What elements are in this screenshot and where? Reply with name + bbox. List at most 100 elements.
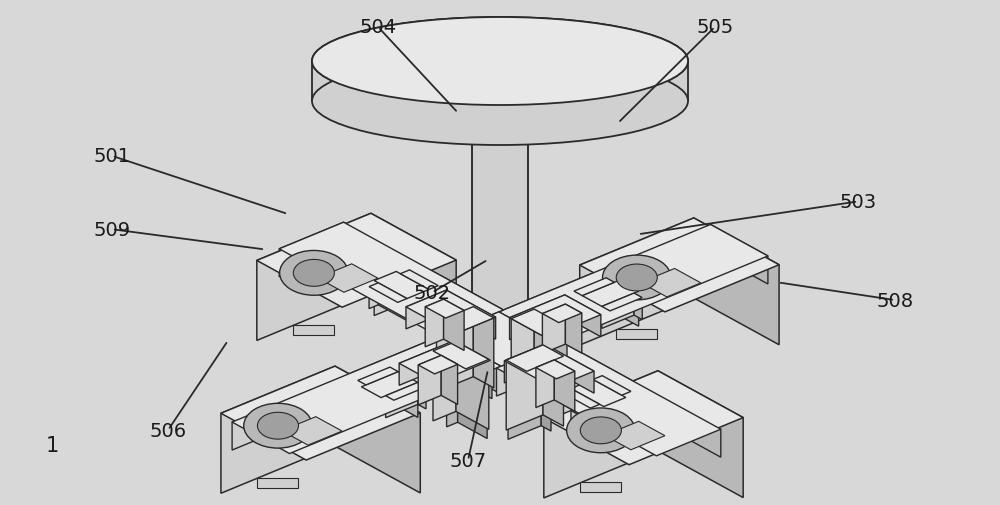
Polygon shape (571, 389, 600, 426)
Polygon shape (221, 367, 335, 493)
Ellipse shape (580, 417, 621, 444)
Polygon shape (565, 295, 601, 337)
Polygon shape (257, 214, 456, 308)
Ellipse shape (257, 413, 298, 439)
Polygon shape (511, 310, 567, 337)
Polygon shape (710, 225, 768, 284)
Polygon shape (534, 310, 567, 397)
Polygon shape (544, 371, 743, 465)
Polygon shape (444, 312, 556, 367)
Polygon shape (361, 372, 398, 422)
Text: 501: 501 (93, 147, 131, 166)
Polygon shape (399, 341, 454, 385)
Polygon shape (361, 372, 418, 398)
Polygon shape (482, 314, 492, 399)
Polygon shape (543, 345, 564, 426)
Polygon shape (542, 305, 582, 323)
Polygon shape (447, 342, 458, 427)
Polygon shape (506, 345, 543, 430)
Ellipse shape (567, 408, 635, 453)
Polygon shape (508, 346, 551, 365)
Polygon shape (593, 376, 602, 401)
Polygon shape (593, 380, 626, 433)
Polygon shape (562, 389, 571, 415)
Ellipse shape (616, 265, 657, 291)
Polygon shape (606, 278, 614, 305)
Text: 508: 508 (876, 291, 914, 310)
Polygon shape (561, 342, 721, 458)
Polygon shape (378, 283, 407, 321)
Polygon shape (574, 278, 606, 314)
Ellipse shape (312, 58, 688, 146)
Polygon shape (454, 341, 490, 383)
Polygon shape (536, 360, 575, 379)
Polygon shape (449, 314, 482, 407)
Polygon shape (582, 281, 639, 307)
Text: 504: 504 (359, 18, 397, 37)
Polygon shape (444, 312, 499, 363)
Ellipse shape (280, 251, 348, 295)
Polygon shape (602, 376, 631, 414)
Text: 506: 506 (149, 421, 187, 440)
Polygon shape (510, 295, 565, 340)
Text: 1: 1 (45, 435, 59, 456)
Polygon shape (634, 293, 642, 320)
Polygon shape (358, 367, 398, 385)
Text: 505: 505 (696, 18, 734, 37)
Polygon shape (335, 367, 420, 493)
Polygon shape (542, 305, 565, 354)
Polygon shape (511, 310, 534, 389)
Polygon shape (602, 293, 634, 329)
Polygon shape (658, 371, 743, 497)
Polygon shape (418, 383, 426, 409)
Polygon shape (318, 264, 378, 293)
Polygon shape (444, 335, 501, 394)
Polygon shape (418, 356, 458, 374)
Ellipse shape (603, 256, 671, 300)
Text: 509: 509 (93, 220, 131, 239)
Polygon shape (554, 360, 575, 412)
Polygon shape (406, 290, 496, 334)
Polygon shape (386, 383, 426, 400)
Polygon shape (221, 367, 420, 460)
Polygon shape (390, 367, 398, 394)
Polygon shape (449, 314, 492, 333)
Polygon shape (472, 102, 528, 369)
Polygon shape (545, 344, 594, 393)
Polygon shape (400, 270, 438, 290)
Polygon shape (374, 272, 429, 299)
Polygon shape (513, 315, 553, 336)
Polygon shape (580, 219, 694, 345)
Polygon shape (580, 219, 779, 312)
Polygon shape (602, 293, 642, 311)
Polygon shape (433, 342, 456, 421)
Polygon shape (232, 335, 501, 453)
Polygon shape (279, 223, 344, 277)
Polygon shape (499, 225, 710, 340)
Polygon shape (386, 383, 418, 418)
Polygon shape (562, 389, 600, 409)
Polygon shape (374, 272, 396, 316)
Polygon shape (536, 360, 554, 408)
Polygon shape (444, 299, 464, 351)
Polygon shape (580, 482, 621, 492)
Polygon shape (582, 281, 619, 331)
Ellipse shape (312, 18, 688, 106)
Polygon shape (513, 315, 524, 400)
Polygon shape (293, 325, 334, 335)
Polygon shape (410, 270, 438, 308)
Polygon shape (619, 281, 639, 327)
Polygon shape (406, 290, 446, 329)
Polygon shape (418, 356, 441, 405)
Polygon shape (593, 376, 631, 395)
Polygon shape (369, 283, 407, 303)
Polygon shape (565, 305, 582, 354)
Polygon shape (282, 417, 342, 445)
Text: 507: 507 (449, 451, 487, 470)
Polygon shape (371, 214, 456, 340)
Ellipse shape (312, 18, 688, 106)
Polygon shape (524, 315, 553, 412)
Text: 502: 502 (413, 283, 451, 302)
Polygon shape (312, 62, 688, 102)
Polygon shape (506, 345, 564, 372)
